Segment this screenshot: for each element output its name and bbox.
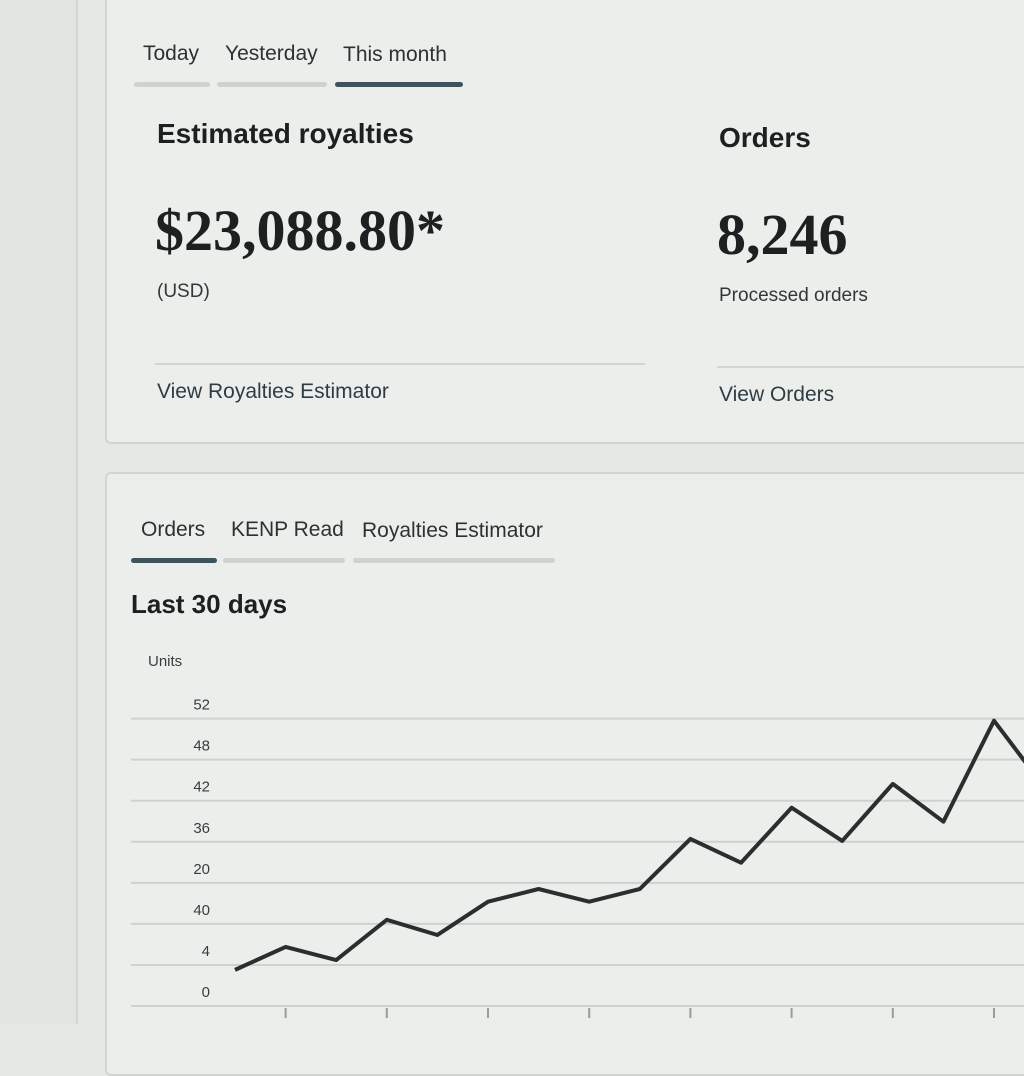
tab-bar [353, 558, 555, 563]
y-tick-label: 48 [193, 738, 210, 755]
tab-bar [217, 82, 327, 87]
tab[interactable]: Royalties Estimator [362, 519, 543, 542]
royalties-link[interactable]: View Royalties Estimator [157, 380, 389, 403]
orders-caption: Processed orders [719, 285, 868, 306]
orders-link[interactable]: View Orders [719, 383, 835, 406]
y-tick-label: 0 [202, 984, 210, 1001]
tab[interactable]: Orders [141, 518, 206, 541]
orders-value: 8,246 [717, 202, 848, 267]
tab[interactable]: Today [143, 42, 200, 65]
tab-bar-active [131, 558, 217, 563]
tab[interactable]: This month [343, 43, 447, 66]
divider [155, 363, 645, 365]
y-tick-label: 20 [193, 861, 210, 878]
chart-title: Last 30 days [131, 589, 287, 619]
line [234, 718, 1024, 972]
tab[interactable]: Yesterday [225, 42, 318, 65]
tab-bar [134, 82, 210, 87]
royalties-unit: (USD) [157, 281, 210, 302]
summary-card: Today Yesterday This month Estimated roy… [105, 0, 1024, 444]
y-axis-label: Units [148, 653, 182, 670]
y-tick-label: 40 [193, 902, 210, 919]
chart: Last 30 days Units 0 4 40 20 36 42 48 52 [131, 589, 1024, 1018]
y-tick-label: 42 [193, 779, 210, 796]
orders-title: Orders [719, 122, 811, 153]
tab[interactable]: KENP Read [231, 518, 344, 541]
y-tick-label: 4 [202, 943, 210, 960]
y-tick-label: 52 [193, 697, 210, 714]
y-tick-label: 36 [193, 820, 210, 837]
divider [717, 366, 1024, 368]
royalties-value: $23,088.80* [155, 198, 445, 263]
tab-bar-active [335, 82, 463, 87]
chart-card: Orders KENP Read Royalties Estimator [105, 472, 1024, 1076]
royalties-title: Estimated royalties [157, 118, 414, 149]
tab-bar [223, 558, 345, 563]
side-panel [0, 0, 78, 1024]
